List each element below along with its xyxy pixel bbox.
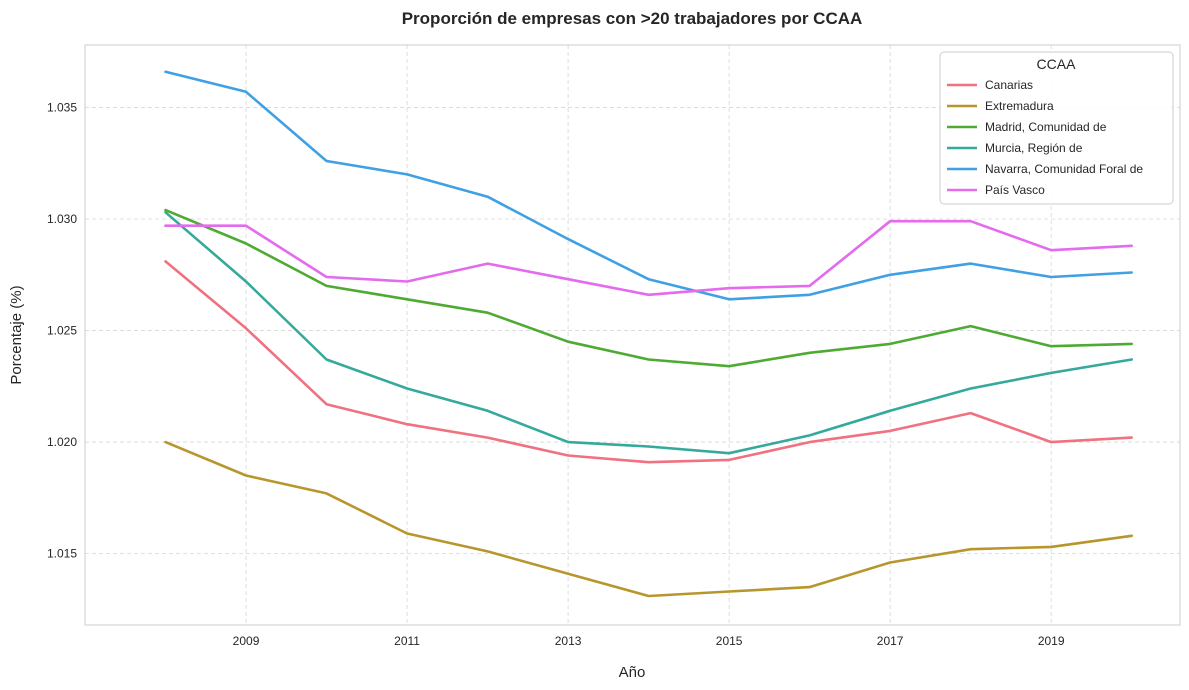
legend-entry-label: Murcia, Región de xyxy=(985,141,1083,155)
y-tick-label: 1.020 xyxy=(47,435,77,449)
y-tick-label: 1.015 xyxy=(47,547,77,561)
legend-entry-label: Navarra, Comunidad Foral de xyxy=(985,162,1143,176)
x-tick-label: 2009 xyxy=(233,634,260,648)
series-line-1 xyxy=(164,260,1133,464)
axis-ticks: 2009 2011 2013 2015 2017 2019 1.015 1.020 1.025 1… xyxy=(47,100,1065,648)
chart-title: Proporción de empresas con >20 trabajado… xyxy=(402,9,863,28)
series-lines xyxy=(164,70,1133,598)
y-tick-label: 1.030 xyxy=(47,212,77,226)
plot-frame xyxy=(84,44,1181,626)
legend-box xyxy=(939,51,1174,205)
y-axis-label: Porcentaje (%) xyxy=(8,285,25,384)
x-axis-label: Año xyxy=(619,664,646,681)
series-line-6 xyxy=(164,219,1133,297)
x-tick-label: 2011 xyxy=(394,634,420,648)
legend-entry-label: Canarias xyxy=(985,78,1033,92)
x-tick-label: 2015 xyxy=(716,634,743,648)
legend-entry-label: País Vasco xyxy=(985,183,1045,197)
x-tick-label: 2013 xyxy=(555,634,582,648)
series-line-2 xyxy=(164,440,1133,598)
legend-entry-label: Madrid, Comunidad de xyxy=(985,120,1107,134)
legend-entry-label: Extremadura xyxy=(985,99,1054,113)
legend: CCAA Canarias Extremadura Madrid, Comunida… xyxy=(939,51,1174,205)
x-tick-label: 2017 xyxy=(877,634,904,648)
y-tick-label: 1.025 xyxy=(47,324,77,338)
series-line-5 xyxy=(164,70,1133,301)
x-tick-label: 2019 xyxy=(1038,634,1065,648)
series-line-4 xyxy=(164,211,1133,455)
y-tick-label: 1.035 xyxy=(47,100,77,114)
series-line-3 xyxy=(164,208,1133,368)
legend-title: CCAA xyxy=(1037,56,1077,72)
